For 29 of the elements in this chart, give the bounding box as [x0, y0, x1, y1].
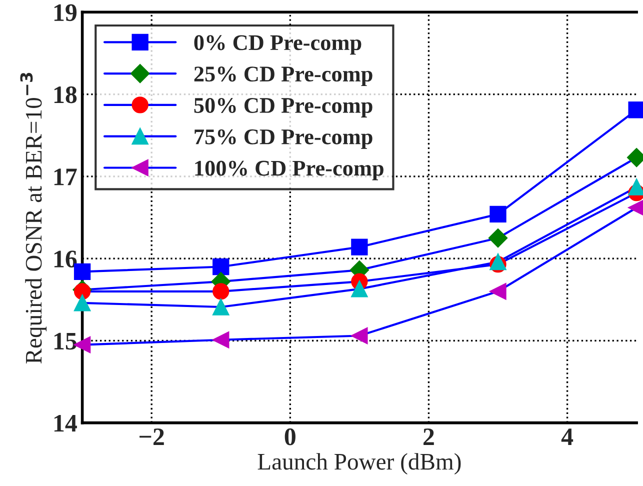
x-tick-label: 0	[284, 428, 296, 446]
x-tick-label: 2	[424, 428, 434, 446]
point	[212, 283, 230, 300]
point	[212, 258, 230, 276]
point	[488, 228, 508, 248]
legend-label: 100% CD Pre-comp	[195, 160, 384, 180]
legend-label: 75% CD Pre-comp	[194, 129, 372, 149]
point	[74, 283, 91, 300]
x-tick-label: −2	[140, 428, 164, 446]
point	[74, 294, 91, 312]
y-tick-label: 19	[54, 4, 77, 22]
point	[490, 206, 506, 223]
point	[212, 332, 230, 348]
y-tick-label: 15	[54, 332, 77, 350]
legend-label: 25% CD Pre-comp	[194, 66, 372, 86]
x-tick-label: 4	[561, 428, 574, 446]
legend-label: 0% CD Pre-comp	[194, 35, 362, 55]
y-tick-label: 16	[54, 250, 77, 268]
point	[490, 283, 506, 300]
y-tick-label: 14	[54, 414, 77, 432]
point	[351, 280, 368, 298]
y-tick-label: 18	[54, 86, 77, 104]
y-tick-label: 17	[54, 168, 77, 186]
x-axis-title: Launch Power (dBm)	[258, 453, 461, 475]
point	[212, 298, 230, 316]
point	[351, 238, 368, 256]
legend-label: 50% CD Pre-comp	[194, 98, 372, 118]
point	[351, 327, 368, 344]
y-axis-title: Required OSNR at BER=10$^{−3}$	[20, 72, 47, 364]
